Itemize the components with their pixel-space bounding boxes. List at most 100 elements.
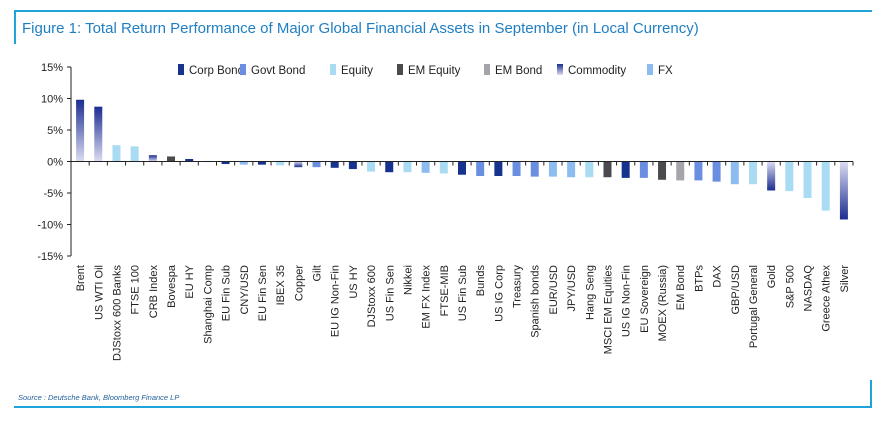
- bar: [658, 161, 667, 180]
- x-tick-label: Gold: [766, 265, 778, 288]
- bar: [821, 161, 830, 211]
- bar: [530, 161, 539, 177]
- x-tick-label: CRB Index: [148, 265, 160, 319]
- y-tick-label: -10%: [37, 220, 63, 232]
- y-tick-label: -15%: [37, 251, 63, 263]
- bar: [421, 161, 430, 173]
- y-tick-label: 5%: [47, 125, 63, 137]
- legend-swatch: [240, 64, 246, 75]
- bar: [257, 161, 266, 165]
- x-tick-label: BTPs: [693, 265, 705, 292]
- x-tick-label: DJStoxx 600: [366, 265, 378, 327]
- bar: [712, 161, 721, 182]
- bar: [239, 161, 248, 165]
- bar: [312, 161, 321, 168]
- x-tick-label: JPY/USD: [566, 265, 578, 312]
- x-tick-label: EUR/USD: [548, 265, 560, 315]
- bar: [185, 158, 194, 162]
- bar: [94, 106, 103, 162]
- legend-label: Govt Bond: [251, 65, 305, 77]
- frame-left-border: [14, 10, 16, 44]
- bar: [330, 161, 339, 168]
- bar: [294, 161, 303, 168]
- bar: [112, 145, 121, 162]
- legend-swatch: [484, 64, 490, 75]
- x-tick-label: US Fin Sub: [457, 265, 469, 321]
- bar: [748, 161, 757, 185]
- x-tick-label: NASDAQ: [803, 265, 815, 312]
- bar: [348, 161, 357, 170]
- bar: [167, 156, 176, 162]
- bar: [458, 161, 466, 175]
- bar: [730, 161, 739, 185]
- legend-label: EM Equity: [408, 65, 461, 77]
- x-tick-label: EU Fin Sen: [257, 265, 269, 321]
- bar: [476, 161, 485, 176]
- x-tick-label: EU IG Non-Fin: [330, 265, 342, 337]
- bar: [148, 155, 157, 162]
- bar: [785, 161, 794, 192]
- x-tick-label: DAX: [712, 264, 724, 287]
- x-tick-label: US IG Non-Fin: [621, 265, 633, 337]
- x-tick-label: Copper: [293, 265, 305, 301]
- frame-top-border: [14, 10, 872, 12]
- x-tick-label: GBP/USD: [730, 265, 742, 315]
- x-tick-label: FTSE-MIB: [439, 265, 451, 316]
- x-tick-label: MOEX (Russia): [657, 265, 669, 341]
- y-tick-label: 10%: [41, 94, 63, 106]
- x-tick-label: EM FX Index: [421, 265, 433, 329]
- bar: [621, 161, 630, 178]
- y-tick-label: -5%: [43, 188, 63, 200]
- bar: [767, 161, 776, 191]
- bar: [494, 161, 503, 176]
- legend-label: EM Bond: [495, 65, 542, 77]
- bar: [76, 99, 85, 162]
- bar: [803, 161, 812, 199]
- x-tick-label: DJStoxx 600 Banks: [111, 265, 123, 361]
- legend-label: Commodity: [568, 65, 626, 77]
- x-tick-label: Silver: [839, 265, 851, 293]
- x-tick-label: Gilt: [312, 265, 324, 282]
- bar: [839, 161, 848, 220]
- x-tick-label: US Fin Sen: [384, 265, 396, 321]
- y-tick-label: 15%: [41, 62, 63, 74]
- x-tick-label: US WTI Oil: [93, 265, 105, 320]
- x-tick-label: EU HY: [184, 264, 196, 298]
- x-axis: [70, 161, 854, 166]
- x-tick-label: Greece Athex: [821, 265, 833, 332]
- legend-swatch: [397, 64, 403, 75]
- legend-swatch: [330, 64, 336, 75]
- bar: [567, 161, 576, 178]
- legend-swatch: [647, 64, 653, 75]
- category-labels: Brent US WTI Oil DJStoxx 600 Banks FTSE 100…: [75, 264, 851, 361]
- bars: [76, 99, 848, 220]
- bar: [694, 161, 703, 181]
- bar: [603, 161, 612, 178]
- x-tick-label: Portugal General: [748, 265, 760, 348]
- x-tick-label: CNY/USD: [239, 265, 251, 315]
- legend-label: Equity: [341, 65, 373, 77]
- x-tick-label: Spanish bonds: [530, 265, 542, 338]
- x-tick-label: Brent: [75, 265, 87, 291]
- bar: [130, 146, 139, 162]
- x-tick-label: EM Bond: [675, 265, 687, 310]
- x-tick-label: Shanghai Comp: [202, 265, 214, 344]
- x-tick-label: EU Sovereign: [639, 265, 651, 333]
- x-tick-label: Bovespa: [166, 264, 178, 308]
- legend-swatch: [557, 64, 563, 75]
- bar: [676, 161, 685, 181]
- x-tick-label: US HY: [348, 264, 360, 298]
- bar: [385, 161, 394, 173]
- source-note: Source : Deutsche Bank, Bloomberg Financ…: [18, 393, 180, 402]
- frame-bottom-border: [14, 406, 872, 408]
- x-tick-label: Bunds: [475, 265, 487, 297]
- legend-label: FX: [658, 65, 673, 77]
- chart-title: Figure 1: Total Return Performance of Ma…: [22, 20, 699, 37]
- x-tick-label: US IG Corp: [493, 265, 505, 322]
- x-tick-label: IBEX 35: [275, 265, 287, 305]
- y-axis: 15% 10% 5% 0% -5% -10% -15%: [37, 62, 72, 263]
- x-tick-label: FTSE 100: [130, 265, 142, 315]
- legend-swatch: [178, 64, 184, 75]
- x-tick-label: S&P 500: [784, 265, 796, 308]
